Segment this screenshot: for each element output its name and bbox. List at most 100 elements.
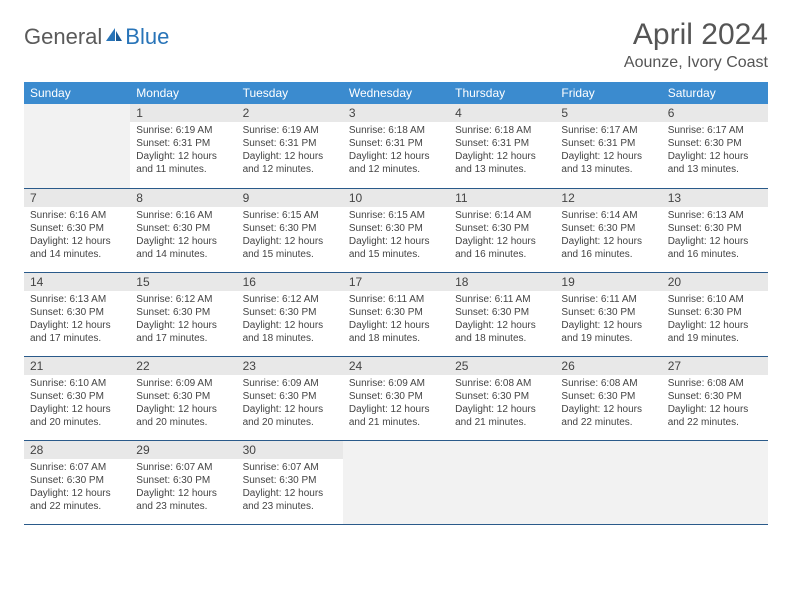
calendar-cell: 5Sunrise: 6:17 AMSunset: 6:31 PMDaylight… <box>555 104 661 188</box>
sunrise-text: Sunrise: 6:11 AM <box>561 293 655 306</box>
sunrise-text: Sunrise: 6:08 AM <box>561 377 655 390</box>
sunset-text: Sunset: 6:31 PM <box>455 137 549 150</box>
calendar-cell: 2Sunrise: 6:19 AMSunset: 6:31 PMDaylight… <box>237 104 343 188</box>
sunset-text: Sunset: 6:30 PM <box>455 306 549 319</box>
day-body: Sunrise: 6:16 AMSunset: 6:30 PMDaylight:… <box>130 207 236 265</box>
sunrise-text: Sunrise: 6:17 AM <box>668 124 762 137</box>
day-body: Sunrise: 6:07 AMSunset: 6:30 PMDaylight:… <box>237 459 343 517</box>
sunrise-text: Sunrise: 6:08 AM <box>668 377 762 390</box>
daylight-text: Daylight: 12 hours and 17 minutes. <box>30 319 124 345</box>
sunset-text: Sunset: 6:30 PM <box>243 390 337 403</box>
calendar-week: 28 Sunrise: 6:07 AMSunset: 6:30 PMDayligh… <box>24 440 768 524</box>
day-body: Sunrise: 6:15 AMSunset: 6:30 PMDaylight:… <box>237 207 343 265</box>
sunset-text: Sunset: 6:30 PM <box>136 306 230 319</box>
sunset-text: Sunset: 6:30 PM <box>668 306 762 319</box>
day-number: 16 <box>237 273 343 291</box>
day-number: 4 <box>449 104 555 122</box>
daylight-text: Daylight: 12 hours and 18 minutes. <box>243 319 337 345</box>
day-number: 15 <box>130 273 236 291</box>
calendar-week: 7Sunrise: 6:16 AMSunset: 6:30 PMDaylight… <box>24 188 768 272</box>
sunrise-text: Sunrise: 6:19 AM <box>243 124 337 137</box>
weekday-header: Tuesday <box>237 82 343 104</box>
calendar-header-row: SundayMondayTuesdayWednesdayThursdayFrid… <box>24 82 768 104</box>
day-number: 10 <box>343 189 449 207</box>
day-number: 30 <box>237 441 343 459</box>
weekday-header: Sunday <box>24 82 130 104</box>
day-body: Sunrise: 6:10 AMSunset: 6:30 PMDaylight:… <box>662 291 768 349</box>
sunrise-text: Sunrise: 6:15 AM <box>349 209 443 222</box>
day-number: 21 <box>24 357 130 375</box>
sunrise-text: Sunrise: 6:09 AM <box>243 377 337 390</box>
daylight-text: Daylight: 12 hours and 21 minutes. <box>349 403 443 429</box>
calendar-cell: 30Sunrise: 6:07 AMSunset: 6:30 PMDayligh… <box>237 440 343 524</box>
calendar-cell: 11Sunrise: 6:14 AMSunset: 6:30 PMDayligh… <box>449 188 555 272</box>
sunset-text: Sunset: 6:30 PM <box>668 222 762 235</box>
day-body: Sunrise: 6:10 AMSunset: 6:30 PMDaylight:… <box>24 375 130 433</box>
sunrise-text: Sunrise: 6:11 AM <box>455 293 549 306</box>
sunrise-text: Sunrise: 6:14 AM <box>455 209 549 222</box>
daylight-text: Daylight: 12 hours and 18 minutes. <box>349 319 443 345</box>
calendar-cell: 16Sunrise: 6:12 AMSunset: 6:30 PMDayligh… <box>237 272 343 356</box>
day-number: 6 <box>662 104 768 122</box>
sunset-text: Sunset: 6:30 PM <box>30 306 124 319</box>
sunset-text: Sunset: 6:30 PM <box>243 222 337 235</box>
daylight-text: Daylight: 12 hours and 12 minutes. <box>349 150 443 176</box>
day-number: 5 <box>555 104 661 122</box>
day-body: Sunrise: 6:18 AMSunset: 6:31 PMDaylight:… <box>343 122 449 180</box>
day-body: Sunrise: 6:09 AMSunset: 6:30 PMDaylight:… <box>237 375 343 433</box>
calendar-cell: 10Sunrise: 6:15 AMSunset: 6:30 PMDayligh… <box>343 188 449 272</box>
day-body: Sunrise: 6:18 AMSunset: 6:31 PMDaylight:… <box>449 122 555 180</box>
sunrise-text: Sunrise: 6:11 AM <box>349 293 443 306</box>
title-block: April 2024 Aounze, Ivory Coast <box>624 18 768 72</box>
day-number: 3 <box>343 104 449 122</box>
day-body: Sunrise: 6:17 AMSunset: 6:31 PMDaylight:… <box>555 122 661 180</box>
day-number: 22 <box>130 357 236 375</box>
sunset-text: Sunset: 6:30 PM <box>243 306 337 319</box>
day-body: Sunrise: 6:13 AMSunset: 6:30 PMDaylight:… <box>24 291 130 349</box>
sunset-text: Sunset: 6:31 PM <box>349 137 443 150</box>
day-body: Sunrise: 6:08 AMSunset: 6:30 PMDaylight:… <box>662 375 768 433</box>
sunrise-text: Sunrise: 6:13 AM <box>668 209 762 222</box>
calendar-cell: 29Sunrise: 6:07 AMSunset: 6:30 PMDayligh… <box>130 440 236 524</box>
sunrise-text: Sunrise: 6:16 AM <box>30 209 124 222</box>
calendar-cell: 12Sunrise: 6:14 AMSunset: 6:30 PMDayligh… <box>555 188 661 272</box>
daylight-text: Daylight: 12 hours and 20 minutes. <box>136 403 230 429</box>
day-number: 25 <box>449 357 555 375</box>
daylight-text: Daylight: 12 hours and 11 minutes. <box>136 150 230 176</box>
day-body: Sunrise: 6:11 AMSunset: 6:30 PMDaylight:… <box>343 291 449 349</box>
daylight-text: Daylight: 12 hours and 17 minutes. <box>136 319 230 345</box>
sunrise-text: Sunrise: 6:15 AM <box>243 209 337 222</box>
sunrise-text: Sunrise: 6:12 AM <box>136 293 230 306</box>
day-body: Sunrise: 6:15 AMSunset: 6:30 PMDaylight:… <box>343 207 449 265</box>
day-number: 23 <box>237 357 343 375</box>
sunset-text: Sunset: 6:30 PM <box>668 390 762 403</box>
calendar-cell: 21Sunrise: 6:10 AMSunset: 6:30 PMDayligh… <box>24 356 130 440</box>
weekday-header: Saturday <box>662 82 768 104</box>
sunrise-text: Sunrise: 6:17 AM <box>561 124 655 137</box>
sunrise-text: Sunrise: 6:18 AM <box>455 124 549 137</box>
sunset-text: Sunset: 6:30 PM <box>136 474 230 487</box>
day-number: 2 <box>237 104 343 122</box>
calendar-cell: 23Sunrise: 6:09 AMSunset: 6:30 PMDayligh… <box>237 356 343 440</box>
daylight-text: Daylight: 12 hours and 16 minutes. <box>561 235 655 261</box>
sunrise-text: Sunrise: 6:18 AM <box>349 124 443 137</box>
day-number: 28 <box>24 441 130 459</box>
calendar-cell: 25Sunrise: 6:08 AMSunset: 6:30 PMDayligh… <box>449 356 555 440</box>
sail-icon <box>104 24 124 50</box>
calendar-cell: 13Sunrise: 6:13 AMSunset: 6:30 PMDayligh… <box>662 188 768 272</box>
sunset-text: Sunset: 6:30 PM <box>136 222 230 235</box>
day-body: Sunrise: 6:19 AMSunset: 6:31 PMDaylight:… <box>130 122 236 180</box>
daylight-text: Daylight: 12 hours and 20 minutes. <box>243 403 337 429</box>
day-number: 9 <box>237 189 343 207</box>
day-body: Sunrise: 6:12 AMSunset: 6:30 PMDaylight:… <box>130 291 236 349</box>
sunset-text: Sunset: 6:30 PM <box>561 390 655 403</box>
daylight-text: Daylight: 12 hours and 12 minutes. <box>243 150 337 176</box>
day-body: Sunrise: 6:11 AMSunset: 6:30 PMDaylight:… <box>449 291 555 349</box>
sunrise-text: Sunrise: 6:09 AM <box>136 377 230 390</box>
day-number: 11 <box>449 189 555 207</box>
calendar-cell: 17Sunrise: 6:11 AMSunset: 6:30 PMDayligh… <box>343 272 449 356</box>
day-body: Sunrise: 6:14 AMSunset: 6:30 PMDaylight:… <box>555 207 661 265</box>
day-body: Sunrise: 6:13 AMSunset: 6:30 PMDaylight:… <box>662 207 768 265</box>
daylight-text: Daylight: 12 hours and 23 minutes. <box>136 487 230 513</box>
calendar-cell: 22Sunrise: 6:09 AMSunset: 6:30 PMDayligh… <box>130 356 236 440</box>
